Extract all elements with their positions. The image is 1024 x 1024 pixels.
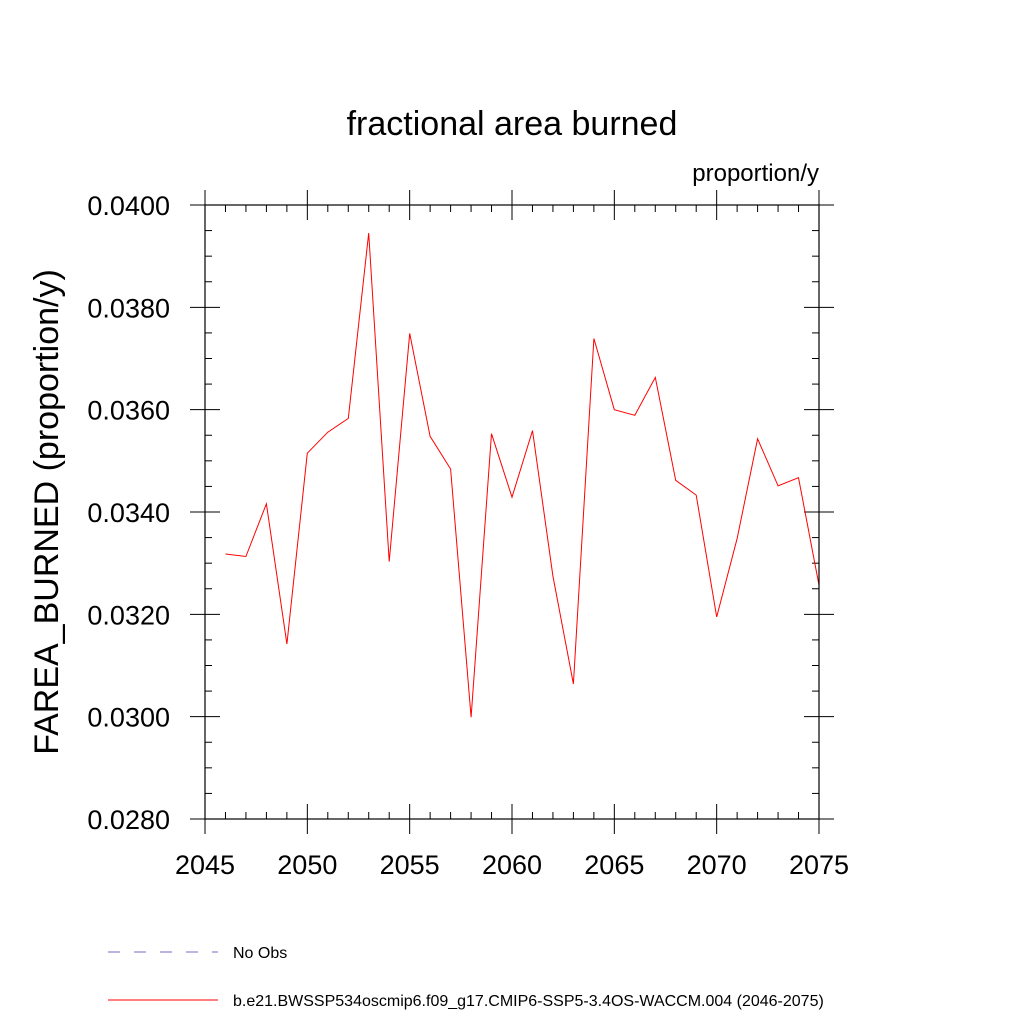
series-group: [225, 233, 820, 718]
legend-label-no-obs: No Obs: [233, 945, 287, 962]
y-tick-label: 0.0400: [87, 191, 170, 221]
y-tick-label: 0.0360: [87, 396, 170, 426]
chart-title: fractional area burned: [347, 105, 678, 143]
y-tick-label: 0.0300: [87, 703, 170, 733]
x-tick-label: 2065: [584, 850, 644, 880]
y-tick-label: 0.0280: [87, 805, 170, 835]
legend-label-series: b.e21.BWSSP534oscmip6.f09_g17.CMIP6-SSP5…: [233, 993, 824, 1010]
x-tick-labels: 2045 2050 2055 2060 2065 2070 2075: [175, 850, 849, 880]
y-tick-labels: 0.0280 0.0300 0.0320 0.0340 0.0360 0.0380 0.04…: [87, 191, 170, 835]
plot-frame: [204, 204, 820, 820]
y-tick-label: 0.0380: [87, 293, 170, 323]
y-tick-label: 0.0320: [87, 600, 170, 630]
y-tick-label: 0.0340: [87, 498, 170, 528]
major-ticks: [190, 190, 834, 834]
x-tick-label: 2075: [789, 850, 849, 880]
y-axis-label: FAREA_BURNED (proportion/y): [28, 269, 66, 755]
units-label: proportion/y: [692, 160, 819, 187]
x-tick-label: 2045: [175, 850, 235, 880]
minor-ticks: [205, 205, 819, 819]
x-tick-label: 2060: [482, 850, 542, 880]
x-tick-label: 2055: [380, 850, 440, 880]
series-line: [225, 233, 820, 718]
x-tick-label: 2050: [277, 850, 337, 880]
x-tick-label: 2070: [687, 850, 747, 880]
legend: No Obs b.e21.BWSSP534oscmip6.f09_g17.CMI…: [108, 945, 824, 1010]
